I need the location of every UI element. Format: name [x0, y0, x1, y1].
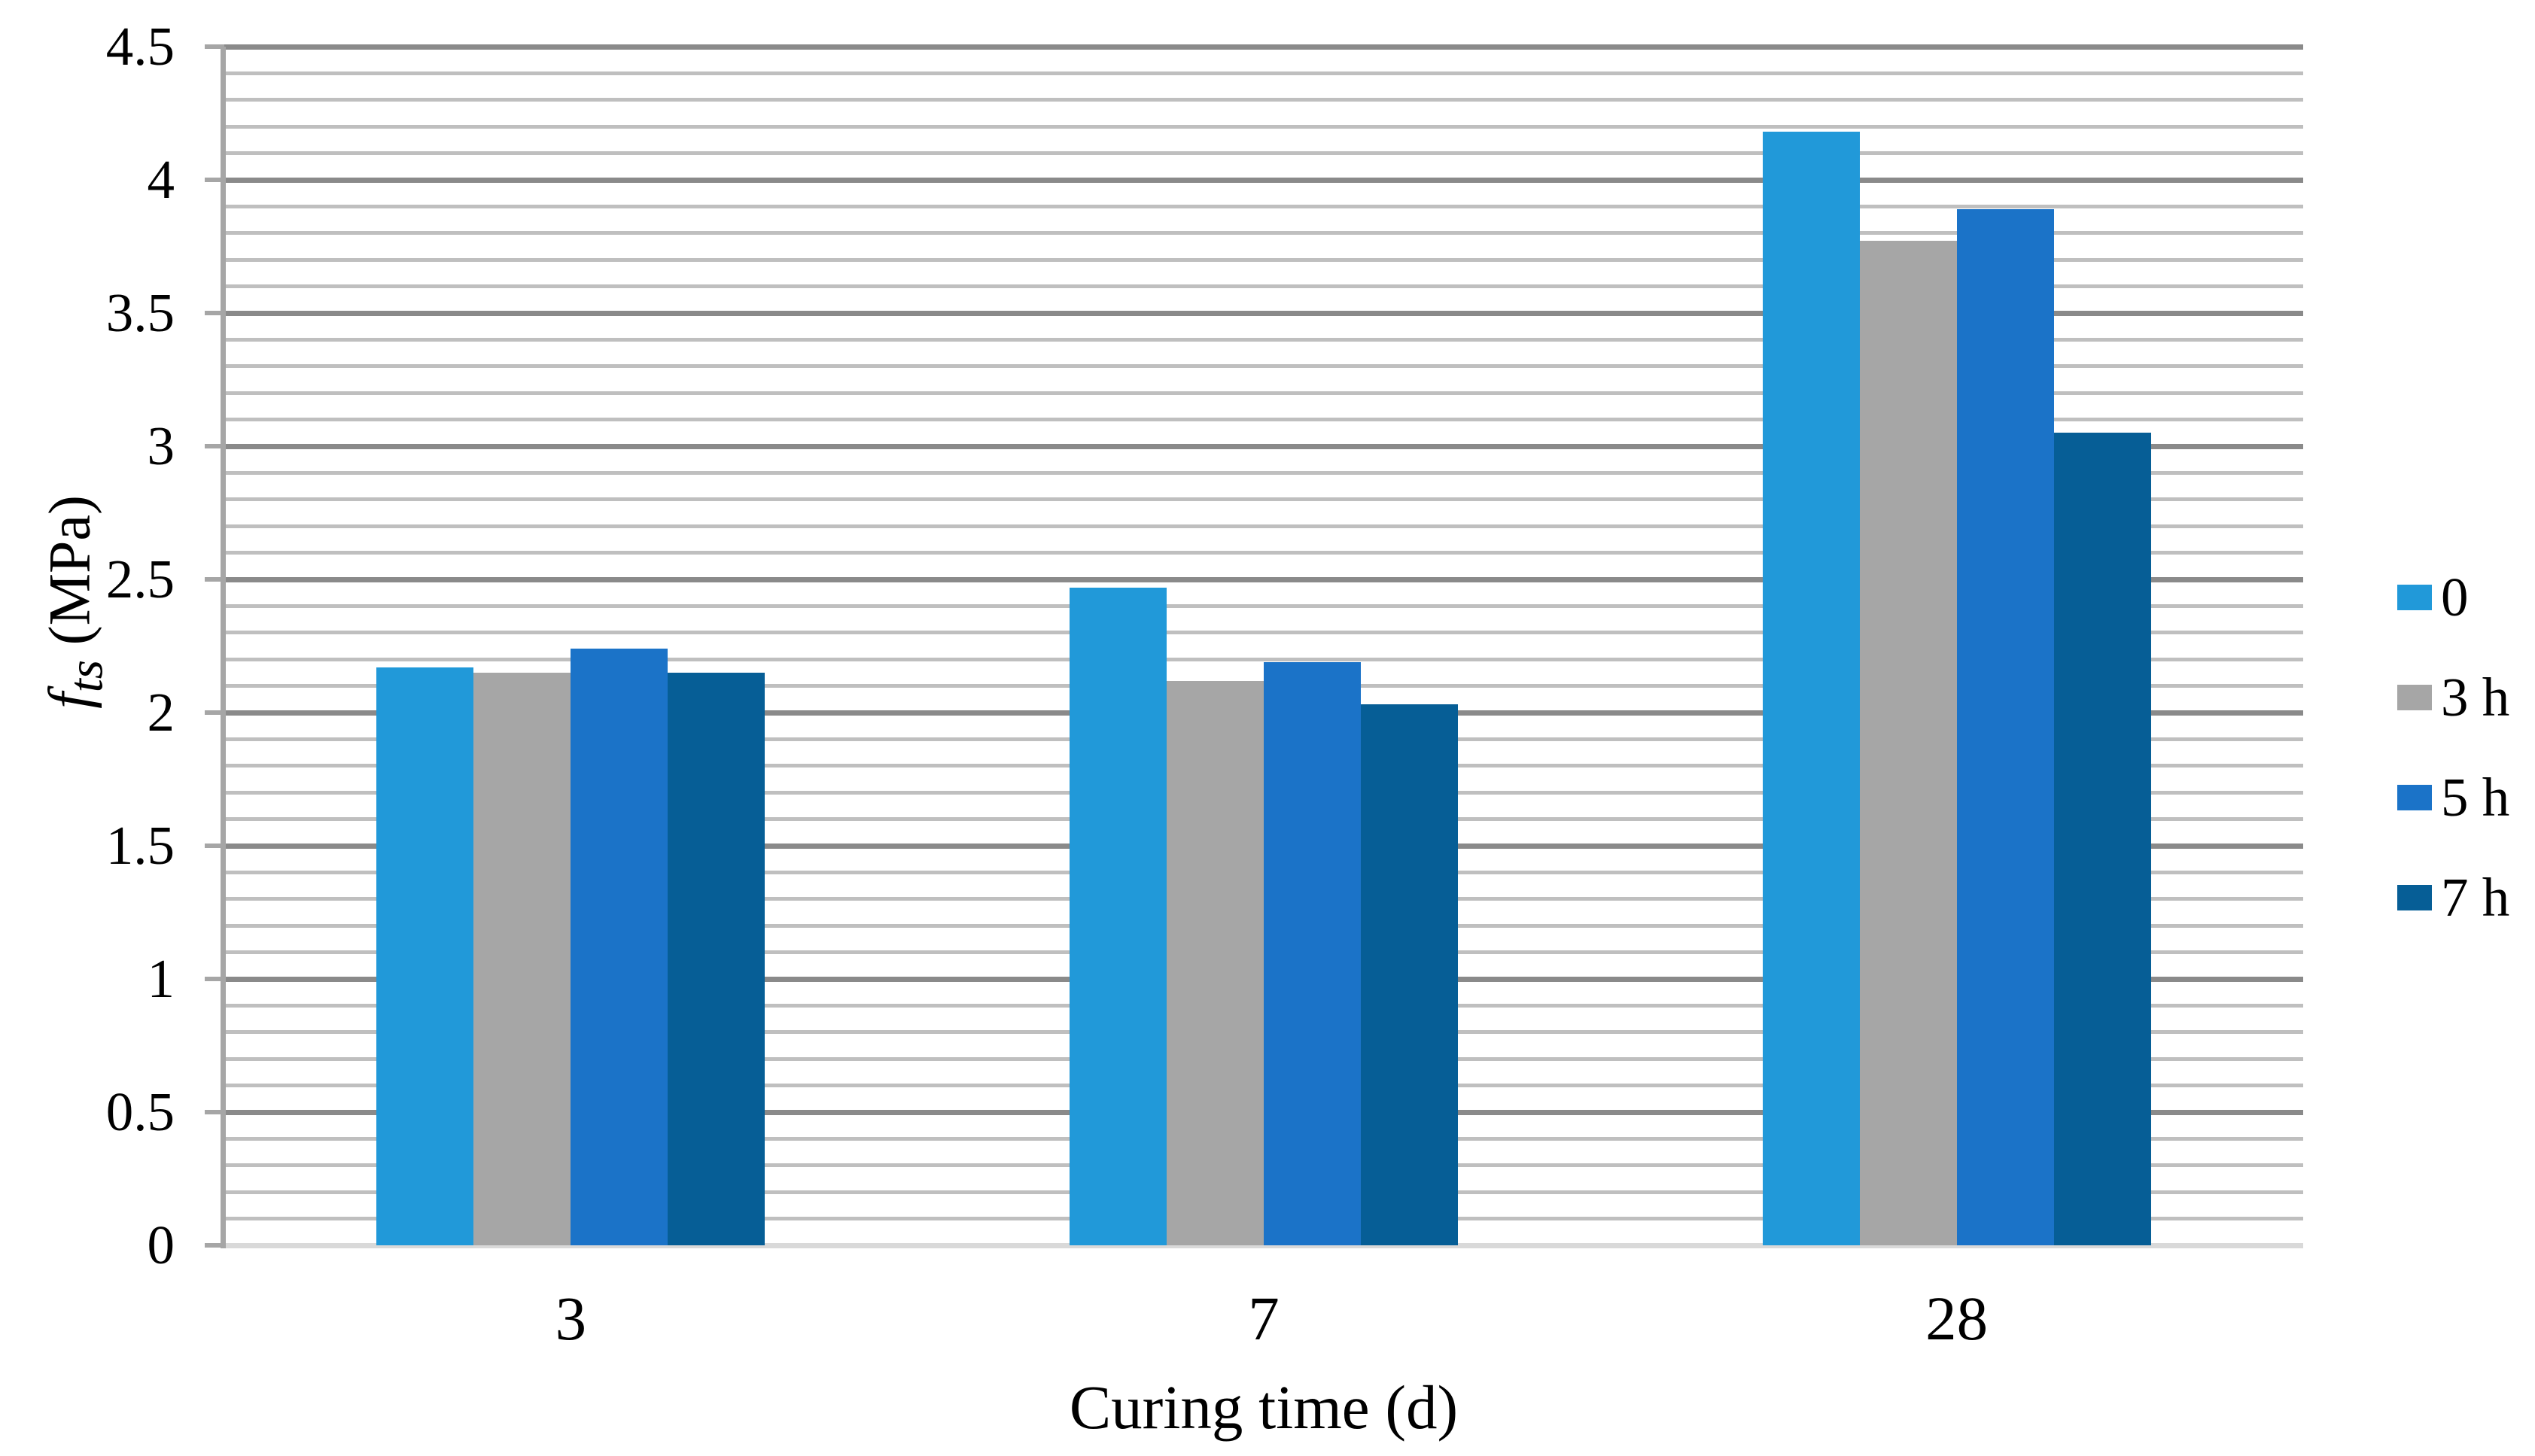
gridline-major — [224, 44, 2303, 50]
gridline-minor — [224, 631, 2303, 635]
gridline-minor — [224, 524, 2303, 528]
bar-series-5h-cat-3 — [571, 649, 668, 1245]
y-tick-label: 1 — [147, 948, 175, 1009]
gridline-minor — [224, 204, 2303, 208]
gridline-minor — [224, 418, 2303, 422]
gridline-major — [224, 443, 2303, 449]
bar-series-3h-cat-7 — [1167, 681, 1264, 1245]
y-axis-tick-mark — [205, 444, 224, 448]
y-tick-label: 2.5 — [105, 549, 175, 609]
y-tick-label: 1.5 — [105, 815, 175, 876]
legend-label: 3 h — [2441, 667, 2510, 728]
bar-series-3h-cat-28 — [1860, 241, 1957, 1245]
category-label: 28 — [1925, 1284, 1989, 1353]
gridline-major — [224, 177, 2303, 183]
bar-series-5h-cat-7 — [1264, 662, 1361, 1245]
gridline-minor — [224, 391, 2303, 395]
gridline-minor — [224, 497, 2303, 502]
y-tick-label: 4 — [147, 149, 175, 210]
legend-swatch — [2397, 685, 2432, 710]
y-axis-tick-mark — [205, 1110, 224, 1114]
gridline-minor — [224, 71, 2303, 75]
y-axis-unit: (MPa) — [36, 495, 102, 660]
gridline-minor — [224, 257, 2303, 262]
y-tick-label: 0 — [147, 1214, 175, 1275]
y-axis-variable-subscript: ts — [59, 659, 114, 693]
y-axis-tick-mark — [205, 977, 224, 981]
x-axis-title: Curing time (d) — [1069, 1372, 1459, 1442]
gridline-minor — [224, 551, 2303, 555]
y-axis-tick-mark — [205, 844, 224, 848]
gridline-minor — [224, 657, 2303, 661]
gridline-minor — [224, 603, 2303, 608]
legend-swatch — [2397, 585, 2432, 610]
y-axis-tick-mark — [205, 44, 224, 49]
bar-series-7h-cat-28 — [2054, 433, 2151, 1245]
gridline-minor — [224, 231, 2303, 236]
y-tick-label: 4.5 — [105, 16, 175, 77]
gridline-major — [224, 576, 2303, 582]
y-axis-title: fts (MPa) — [36, 495, 115, 709]
x-axis-line — [224, 1243, 2303, 1248]
y-axis-line — [221, 47, 226, 1248]
y-tick-label: 3 — [147, 415, 175, 476]
bar-series-0-cat-3 — [376, 667, 473, 1245]
gridline-minor — [224, 124, 2303, 129]
gridline-minor — [224, 337, 2303, 342]
y-tick-label: 0.5 — [105, 1081, 175, 1142]
y-axis-tick-mark — [205, 311, 224, 315]
legend-label: 0 — [2441, 567, 2469, 628]
y-axis-tick-mark — [205, 1243, 224, 1248]
bar-series-7h-cat-7 — [1361, 704, 1458, 1245]
legend-swatch — [2397, 885, 2432, 910]
bar-series-7h-cat-3 — [668, 673, 765, 1245]
gridline-minor — [224, 98, 2303, 102]
gridline-minor — [224, 284, 2303, 289]
y-axis-tick-mark — [205, 710, 224, 715]
category-label: 3 — [555, 1284, 587, 1353]
bar-series-3h-cat-3 — [473, 673, 571, 1245]
y-axis-tick-mark — [205, 577, 224, 582]
gridline-minor — [224, 470, 2303, 475]
legend-label: 5 h — [2441, 767, 2510, 828]
legend-swatch — [2397, 785, 2432, 810]
gridline-major — [224, 310, 2303, 316]
legend-label: 7 h — [2441, 867, 2510, 928]
gridline-minor — [224, 151, 2303, 156]
bar-series-5h-cat-28 — [1957, 209, 2054, 1245]
y-tick-label: 2 — [147, 682, 175, 743]
y-tick-label: 3.5 — [105, 282, 175, 343]
category-label: 7 — [1248, 1284, 1280, 1353]
y-axis-variable: f — [36, 692, 102, 709]
y-axis-tick-mark — [205, 178, 224, 182]
bar-series-0-cat-28 — [1763, 132, 1860, 1245]
bar-series-0-cat-7 — [1070, 588, 1167, 1245]
gridline-minor — [224, 364, 2303, 369]
